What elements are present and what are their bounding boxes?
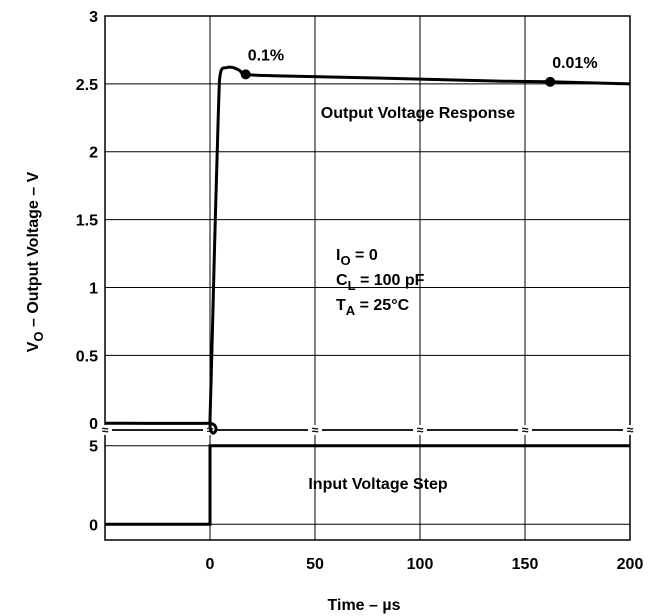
y-tick-label: 5 xyxy=(89,439,98,456)
axis-break-icon: ≈ xyxy=(417,423,424,437)
condition-line: TA = 25°C xyxy=(336,297,410,318)
test-conditions: IO = 0 CL = 100 pF TA = 25°C xyxy=(336,247,425,318)
marker-point xyxy=(240,69,251,80)
marker-point xyxy=(545,76,556,87)
input-voltage-series-line xyxy=(105,444,630,526)
y-tick-label: 0 xyxy=(89,517,98,534)
marker-label: 0.01% xyxy=(552,55,597,72)
axis-break-icon: ≈ xyxy=(522,423,529,437)
axis-break-mask xyxy=(413,425,427,435)
x-tick-label: 150 xyxy=(512,556,539,573)
output-voltage-series-line xyxy=(104,65,631,435)
y-tick-label: 0 xyxy=(89,416,98,433)
condition-line: CL = 100 pF xyxy=(336,272,425,293)
y-tick-label: 2.5 xyxy=(76,77,98,94)
x-tick-label: 0 xyxy=(206,556,215,573)
y-tick-label: 2 xyxy=(89,145,98,162)
settling-markers: 0.1% 0.01% xyxy=(240,47,598,87)
y-tick-label: 1 xyxy=(89,280,98,297)
input-panel-frame xyxy=(104,429,631,541)
input-y-tick-labels: 05 xyxy=(89,439,98,535)
axis-break-mask xyxy=(308,425,322,435)
x-tick-labels: 0 50 100 150 200 xyxy=(206,556,644,573)
output-curve-label: Output Voltage Response xyxy=(321,105,515,122)
x-tick-label: 200 xyxy=(617,556,644,573)
input-curve-label: Input Voltage Step xyxy=(308,476,447,493)
axis-break-icon: ≈ xyxy=(102,423,109,437)
axis-break-icon: ≈ xyxy=(627,423,634,437)
x-axis-label: Time – µs xyxy=(328,597,401,614)
marker-label: 0.1% xyxy=(248,47,284,64)
axis-break-icon: ≈ xyxy=(312,423,319,437)
y-tick-label: 3 xyxy=(89,9,98,26)
output-y-tick-labels: 0 0.5 1 1.5 2 2.5 3 xyxy=(76,9,98,433)
axis-break-mask xyxy=(623,425,637,435)
axis-break-mask xyxy=(98,425,112,435)
y-axis-label: VO – Output Voltage – V xyxy=(25,171,46,352)
condition-line: IO = 0 xyxy=(336,247,378,268)
x-tick-label: 50 xyxy=(306,556,324,573)
y-tick-label: 1.5 xyxy=(76,213,98,230)
x-tick-label: 100 xyxy=(407,556,434,573)
axis-break-mask xyxy=(518,425,532,435)
y-tick-label: 0.5 xyxy=(76,348,98,365)
